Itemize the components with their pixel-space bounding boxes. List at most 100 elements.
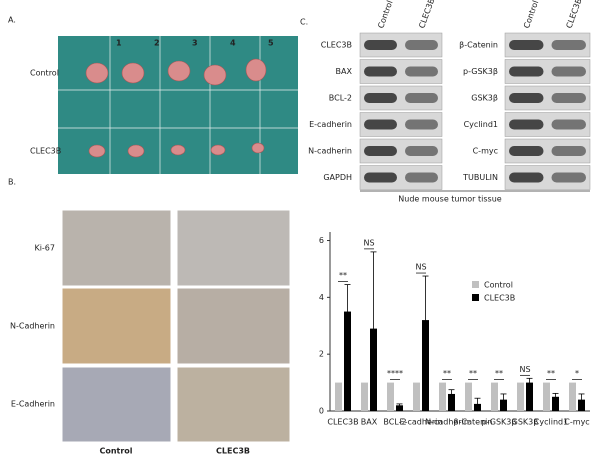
legend-label: CLEC3B [484, 294, 515, 303]
bar [344, 311, 351, 411]
band [405, 146, 438, 156]
x-tick-label: Cyclind1 [534, 418, 568, 427]
band [509, 93, 544, 103]
row-label: E-Cadherin [11, 400, 55, 409]
column-label: Control [99, 447, 132, 456]
significance: NS [363, 238, 374, 247]
bar [543, 382, 550, 411]
band [405, 66, 438, 77]
ruler-number: 4 [230, 39, 236, 48]
row-label: Control [30, 69, 59, 78]
x-tick-label: BCL-2 [383, 418, 406, 427]
ruler-number: 3 [192, 39, 198, 48]
x-tick-label: GSK3β [512, 418, 539, 427]
significance: **** [387, 369, 403, 378]
row-label: Ki-67 [34, 244, 55, 253]
band [551, 66, 586, 77]
band [364, 40, 397, 50]
band [405, 119, 438, 130]
blot-label: p-GSK3β [463, 67, 498, 76]
bar [422, 320, 429, 411]
ihc-images [61, 209, 291, 443]
significance: * [575, 369, 579, 378]
bar [448, 393, 455, 411]
row-label: N-Cadherin [10, 322, 55, 331]
bar [526, 382, 533, 411]
legend-swatch [472, 281, 479, 288]
bar [517, 382, 524, 411]
band [364, 172, 397, 183]
y-tick-label: 0 [319, 407, 324, 416]
band [509, 172, 544, 183]
blot-label: BCL-2 [329, 94, 352, 103]
band [551, 40, 586, 50]
band [551, 172, 586, 183]
column-label: CLEC3B [216, 447, 250, 456]
band [364, 93, 397, 103]
significance: ** [339, 271, 347, 280]
band [364, 66, 397, 77]
significance: ** [495, 369, 503, 378]
band [509, 40, 544, 50]
ruler-number: 1 [116, 39, 122, 48]
band [551, 119, 586, 130]
y-tick-label: 2 [319, 350, 324, 359]
tumors [85, 58, 267, 158]
row-label: CLEC3B [30, 147, 61, 156]
legend-label: Control [484, 281, 513, 290]
significance: NS [415, 263, 426, 272]
band [405, 40, 438, 50]
band [509, 119, 544, 130]
blot-label: GAPDH [323, 173, 352, 182]
blot-label: BAX [336, 67, 353, 76]
blot-label: E-cadherin [309, 120, 352, 129]
x-tick-label: CLEC3B [327, 418, 358, 427]
panel-label: A. [8, 16, 16, 25]
y-tick-label: 4 [319, 293, 324, 302]
band [509, 146, 544, 156]
blot-label: C-myc [473, 147, 498, 156]
band [551, 93, 586, 103]
bar [491, 382, 498, 411]
bar [361, 382, 368, 411]
ruler-number: 5 [268, 39, 274, 48]
x-tick-label: N-cadherin [425, 418, 469, 427]
x-tick-label: BAX [361, 418, 378, 427]
significance: ** [547, 369, 555, 378]
band [405, 172, 438, 183]
bar [439, 382, 446, 411]
blot-label: TUBULIN [462, 173, 498, 182]
panel-label: C. [300, 18, 308, 27]
significance: ** [469, 369, 477, 378]
band [364, 119, 397, 130]
bar [552, 396, 559, 411]
y-tick-label: 6 [319, 236, 324, 245]
bar [413, 382, 420, 411]
band [405, 93, 438, 103]
x-tick-label: p-GSK3β [482, 418, 517, 427]
bar [396, 405, 403, 411]
legend-swatch [472, 294, 479, 301]
x-tick-label: C-myc [564, 418, 589, 427]
blot-label: CLEC3B [321, 41, 352, 50]
bar [387, 382, 394, 411]
column-label: Control [522, 0, 540, 30]
blot-label: GSK3β [471, 94, 498, 103]
band [551, 146, 586, 156]
significance: ** [443, 369, 451, 378]
blot-label: β-Catenin [459, 41, 498, 50]
column-label: CLEC3B [417, 0, 436, 30]
bar [569, 382, 576, 411]
band [509, 66, 544, 77]
ruler-number: 2 [154, 39, 160, 48]
blot-label: Cyclind1 [464, 120, 498, 129]
significance: NS [519, 365, 530, 374]
band [364, 146, 397, 156]
panel-label: B. [8, 178, 16, 187]
column-label: CLEC3B [565, 0, 584, 30]
caption: Nude mouse tumor tissue [398, 195, 501, 204]
x-tick-label: β-Catenin [454, 418, 493, 427]
bar [465, 382, 472, 411]
column-label: Control [376, 0, 394, 30]
